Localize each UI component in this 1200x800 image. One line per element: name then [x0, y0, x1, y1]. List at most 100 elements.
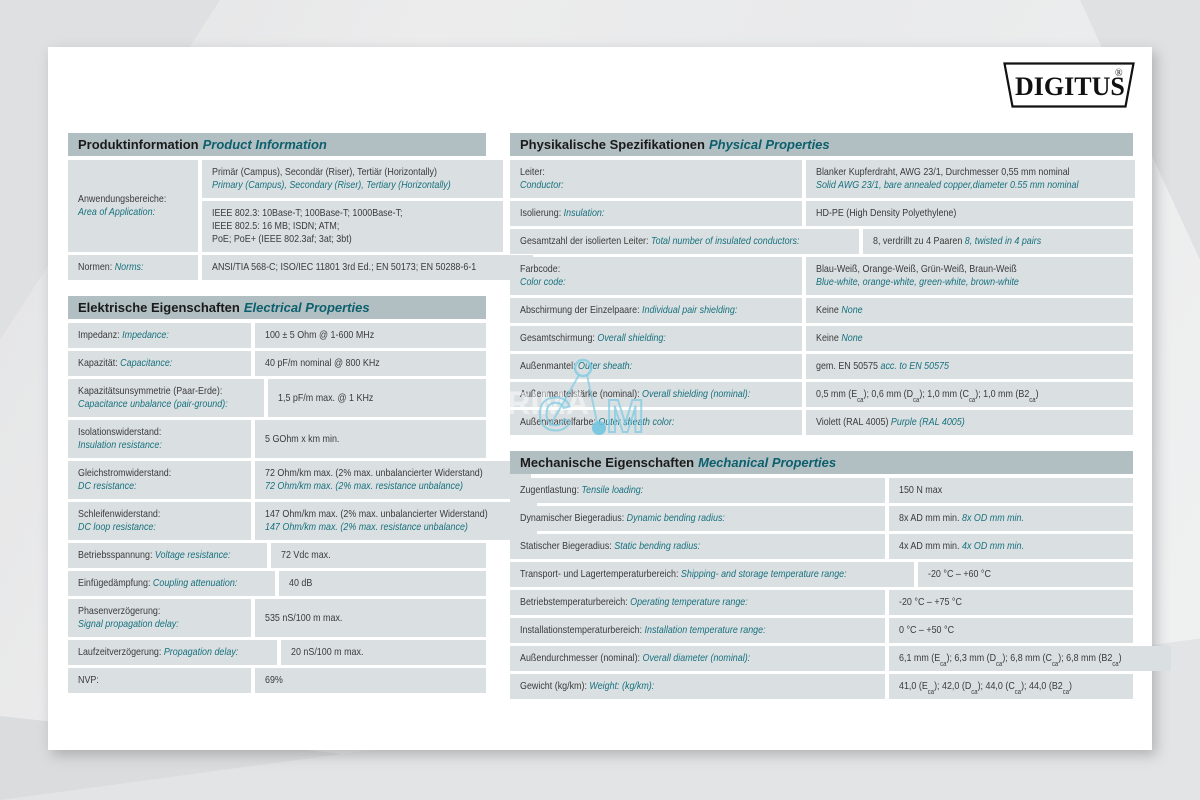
label-line: Capacitance unbalance (pair-ground):: [78, 398, 228, 410]
value-cell: 147 Ohm/km max. (2% max. unbalancierter …: [255, 502, 538, 540]
row-values: 72 Vdc max.: [271, 543, 486, 568]
value-cell: IEEE 802.3: 10Base-T; 100Base-T; 1000Bas…: [202, 201, 503, 252]
table-row: Betriebstemperaturbereich: Operating tem…: [510, 590, 1133, 615]
value-line: 41,0 (Eca); 42,0 (Dca); 44,0 (Cca); 44,0…: [899, 680, 1073, 697]
value-line: gem. EN 50575 acc. to EN 50575: [816, 360, 949, 372]
row-label: Betriebsspannung: Voltage resistance:: [68, 543, 268, 568]
label-line: Dynamischer Biegeradius: Dynamic bending…: [520, 512, 725, 524]
row-values: Violett (RAL 4005) Purple (RAL 4005): [806, 410, 1133, 435]
label-line: Kapazitätsunsymmetrie (Paar-Erde):: [78, 385, 223, 397]
row-label: Isolationswiderstand: Insulation resistan…: [68, 420, 251, 458]
label-line: Normen: Norms:: [78, 261, 144, 273]
row-label: Gewicht (kg/km): Weight: (kg/km):: [510, 674, 885, 699]
value-line: 147 Ohm/km max. (2% max. unbalancierter …: [265, 508, 488, 520]
value-cell: gem. EN 50575 acc. to EN 50575: [806, 354, 1133, 379]
row-values: ANSI/TIA 568-C; ISO/IEC 11801 3rd Ed.; E…: [202, 255, 533, 280]
row-values: 72 Ohm/km max. (2% max. unbalancierter W…: [255, 461, 532, 499]
row-values: 0,5 mm (Eca); 0,6 mm (Dca); 1,0 mm (Cca)…: [806, 382, 1133, 407]
table-row: Anwendungsbereiche: Area of Application: P…: [68, 160, 503, 252]
label-line: Laufzeitverzögerung: Propagation delay:: [78, 646, 239, 658]
row-values: Blanker Kupferdraht, AWG 23/1, Durchmess…: [806, 160, 1135, 198]
value-line: Primary (Campus), Secondary (Riser), Ter…: [212, 179, 451, 191]
row-values: 8x AD mm min. 8x OD mm min.: [889, 506, 1133, 531]
label-line: Phasenverzögerung:: [78, 605, 161, 617]
label-line: Area of Application:: [78, 206, 156, 218]
value-cell: 6,1 mm (Eca); 6,3 mm (Dca); 6,8 mm (Cca)…: [889, 646, 1171, 671]
label-line: DC resistance:: [78, 480, 137, 492]
table-row: Statischer Biegeradius: Static bending r…: [510, 534, 1133, 559]
row-values: Primär (Campus), Secondär (Riser), Terti…: [202, 160, 503, 252]
value-line: Keine None: [816, 304, 863, 316]
value-line: 535 nS/100 m max.: [265, 611, 343, 624]
value-line: IEEE 802.3: 10Base-T; 100Base-T; 1000Bas…: [212, 207, 403, 219]
digitus-logo-graphic: DIGITUS ®: [1003, 62, 1135, 108]
label-line: Einfügedämpfung: Coupling attenuation:: [78, 577, 238, 589]
label-line: Gewicht (kg/km): Weight: (kg/km):: [520, 680, 655, 692]
value-line: 72 Ohm/km max. (2% max. resistance unbal…: [265, 480, 463, 492]
label-line: Isolierung: Insulation:: [520, 207, 605, 219]
row-values: 0 °C – +50 °C: [889, 618, 1133, 643]
row-label: Statischer Biegeradius: Static bending r…: [510, 534, 885, 559]
row-values: Keine None: [806, 298, 1133, 323]
table-row: Leiter: Conductor: Blanker Kupferdraht, AW…: [510, 160, 1135, 198]
table-row: Gesamtschirmung: Overall shielding: Keine…: [510, 326, 1133, 351]
row-label: Außenmantel: Outer sheath:: [510, 354, 802, 379]
value-line: Blanker Kupferdraht, AWG 23/1, Durchmess…: [816, 166, 1070, 178]
row-label: Außenmantelfarbe: Outer sheath color:: [510, 410, 802, 435]
value-cell: 41,0 (Eca); 42,0 (Dca); 44,0 (Cca); 44,0…: [889, 674, 1133, 699]
table-row: Betriebsspannung: Voltage resistance: 72 …: [68, 543, 486, 568]
physical-properties-section: Physikalische Spezifikationen Physical Pr…: [510, 133, 1135, 435]
table-row: Außenmantelstärke (nominal): Overall shi…: [510, 382, 1133, 407]
row-values: 40 dB: [279, 571, 486, 596]
value-line: 69%: [265, 674, 283, 686]
value-cell: Keine None: [806, 326, 1133, 351]
table-row: Farbcode: Color code: Blau-Weiß, Orange-We…: [510, 257, 1133, 295]
value-cell: 8, verdrillt zu 4 Paaren 8, twisted in 4…: [862, 229, 1133, 254]
value-line: -20 °C – +75 °C: [899, 596, 962, 608]
table-row: Gewicht (kg/km): Weight: (kg/km): 41,0 (E…: [510, 674, 1133, 699]
row-label: Schleifenwiderstand: DC loop resistance:: [68, 502, 251, 540]
row-label: Gesamtschirmung: Overall shielding:: [510, 326, 802, 351]
row-label: Außendurchmesser (nominal): Overall diam…: [510, 646, 885, 671]
row-values: 20 nS/100 m max.: [280, 640, 486, 665]
row-label: Anwendungsbereiche: Area of Application:: [68, 160, 198, 252]
row-values: -20 °C – +60 °C: [918, 562, 1133, 587]
value-line: 72 Ohm/km max. (2% max. unbalancierter W…: [265, 467, 483, 479]
table-row: Außendurchmesser (nominal): Overall diam…: [510, 646, 1171, 671]
row-values: 1,5 pF/m max. @ 1 KHz: [268, 379, 486, 417]
row-values: Blau-Weiß, Orange-Weiß, Grün-Weiß, Braun…: [806, 257, 1133, 295]
value-cell: Blanker Kupferdraht, AWG 23/1, Durchmess…: [806, 160, 1135, 198]
value-line: Blue-white, orange-white, green-white, b…: [816, 276, 1019, 288]
section-header: Produktinformation Product Information: [68, 133, 486, 156]
value-cell: -20 °C – +75 °C: [889, 590, 1133, 615]
electrical-properties-section: Elektrische Eigenschaften Electrical Prop…: [68, 296, 538, 693]
table-row: Einfügedämpfung: Coupling attenuation: 40…: [68, 571, 486, 596]
row-label: Einfügedämpfung: Coupling attenuation:: [68, 571, 276, 596]
row-values: 150 N max: [889, 478, 1133, 503]
table-row: Normen: Norms: ANSI/TIA 568-C; ISO/IEC 11…: [68, 255, 533, 280]
label-line: Außenmantelfarbe: Outer sheath color:: [520, 416, 675, 428]
value-line: Violett (RAL 4005) Purple (RAL 4005): [816, 416, 965, 428]
row-label: Phasenverzögerung: Signal propagation del…: [68, 599, 251, 637]
value-line: 0 °C – +50 °C: [899, 624, 955, 636]
row-label: Betriebstemperaturbereich: Operating tem…: [510, 590, 885, 615]
row-label: NVP:: [68, 668, 251, 693]
row-values: 4x AD mm min. 4x OD mm min.: [889, 534, 1133, 559]
label-line: Kapazität: Capacitance:: [78, 357, 173, 369]
value-line: Blau-Weiß, Orange-Weiß, Grün-Weiß, Braun…: [816, 263, 1017, 275]
value-line: 8x AD mm min. 8x OD mm min.: [899, 512, 1024, 524]
value-cell: 72 Vdc max.: [271, 543, 486, 568]
label-line: DC loop resistance:: [78, 521, 156, 533]
label-line: Isolationswiderstand:: [78, 426, 162, 438]
label-line: Statischer Biegeradius: Static bending r…: [520, 540, 701, 552]
mechanical-properties-section: Mechanische Eigenschaften Mechanical Prop…: [510, 451, 1171, 699]
row-values: 69%: [255, 668, 486, 693]
value-cell: 5 GOhm x km min.: [255, 420, 486, 458]
label-line: Zugentlastung: Tensile loading:: [520, 484, 644, 496]
digitus-logo-text: DIGITUS: [1015, 72, 1125, 101]
row-label: Farbcode: Color code:: [510, 257, 802, 295]
row-label: Normen: Norms:: [68, 255, 198, 280]
value-cell: 8x AD mm min. 8x OD mm min.: [889, 506, 1133, 531]
section-header: Physikalische Spezifikationen Physical Pr…: [510, 133, 1133, 156]
row-values: 100 ± 5 Ohm @ 1-600 MHz: [255, 323, 486, 348]
